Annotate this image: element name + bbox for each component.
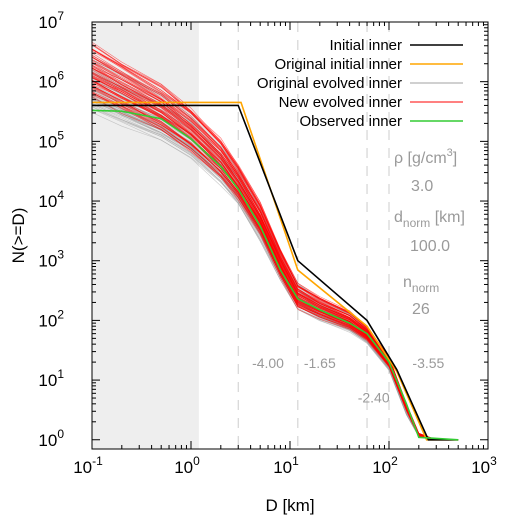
x-axis-label: D [km]	[265, 496, 314, 515]
x-tick-label: 103	[471, 454, 497, 477]
series-line	[92, 101, 459, 441]
y-tick-base: 10	[38, 311, 57, 330]
x-tick-base: 10	[372, 458, 391, 477]
series-line-original-evolved	[91, 112, 437, 441]
y-tick-exponent: 2	[57, 307, 64, 321]
y-tick-exponent: 0	[57, 427, 64, 441]
slope-label: -1.65	[304, 355, 336, 371]
slope-label: -3.55	[412, 355, 444, 371]
y-tick-base: 10	[38, 371, 57, 390]
y-tick-exponent: 6	[57, 69, 64, 83]
legend-label: Observed inner	[299, 113, 402, 130]
dnorm-label-unit: [km]	[430, 209, 465, 226]
x-tick-label: 101	[273, 454, 299, 477]
x-tick-exponent: -1	[92, 454, 103, 468]
rho-label-end: ]	[453, 150, 457, 167]
y-tick-exponent: 7	[57, 9, 64, 23]
dnorm-label-sub: norm	[403, 216, 430, 230]
y-tick-exponent: 4	[57, 188, 64, 202]
x-tick-base: 10	[273, 458, 292, 477]
series-line-new-evolved	[91, 86, 437, 441]
x-tick-base: 10	[471, 458, 490, 477]
y-tick-label: 102	[38, 307, 64, 330]
y-tick-label: 100	[38, 427, 64, 450]
x-tick-exponent: 2	[391, 454, 398, 468]
slope-label: -4.00	[252, 355, 284, 371]
nnorm-value: 26	[412, 301, 430, 318]
y-tick-label: 101	[38, 367, 64, 390]
dnorm-value: 100.0	[410, 238, 450, 255]
y-tick-label: 107	[38, 9, 64, 32]
y-tick-label: 105	[38, 128, 64, 151]
x-tick-base: 10	[73, 458, 92, 477]
series-line-original-evolved	[91, 104, 437, 441]
x-tick-label: 100	[174, 454, 200, 477]
series-line-new-evolved	[91, 92, 437, 441]
y-tick-base: 10	[38, 431, 57, 450]
series-line	[92, 104, 459, 441]
rho-label: ρ [g/cm3]	[394, 147, 457, 167]
series-line-new-evolved	[91, 44, 437, 441]
y-tick-label: 106	[38, 69, 64, 92]
y-tick-exponent: 1	[57, 367, 64, 381]
rho-unit-exponent: 3	[447, 147, 453, 159]
y-tick-base: 10	[38, 252, 57, 271]
nnorm-label: nnorm	[403, 274, 439, 295]
tick-layer	[91, 22, 489, 449]
y-axis-label: N(>=D)	[9, 208, 28, 264]
x-tick-exponent: 1	[292, 454, 299, 468]
y-tick-base: 10	[38, 192, 57, 211]
legend: Initial inner Original initial inner Origi…	[257, 37, 463, 130]
y-tick-base: 10	[38, 13, 57, 32]
x-tick-label: 102	[372, 454, 398, 477]
x-tick-exponent: 0	[193, 454, 200, 468]
legend-label: Original initial inner	[274, 56, 402, 73]
x-tick-base: 10	[174, 458, 193, 477]
y-tick-exponent: 3	[57, 248, 64, 262]
label-layer: 10-1 100 101 102 103100101102103104105106107…	[38, 9, 497, 477]
legend-label: New evolved inner	[279, 94, 402, 111]
y-tick-base: 10	[38, 132, 57, 151]
rho-label-text: ρ [g/cm	[394, 150, 447, 167]
series-line	[91, 109, 459, 441]
x-tick-exponent: 3	[490, 454, 497, 468]
y-tick-base: 10	[38, 73, 57, 92]
legend-label: Original evolved inner	[257, 75, 402, 92]
slope-label: -2.40	[358, 390, 390, 406]
dnorm-label: dnorm [km]	[394, 209, 465, 230]
series-layer	[91, 41, 459, 441]
y-tick-exponent: 5	[57, 128, 64, 142]
legend-label: Initial inner	[329, 37, 402, 54]
y-tick-label: 103	[38, 248, 64, 271]
y-tick-label: 104	[38, 188, 64, 211]
nnorm-label-main: n	[403, 274, 412, 291]
rho-value: 3.0	[411, 178, 433, 195]
nnorm-label-sub: norm	[412, 281, 439, 295]
dnorm-label-main: d	[394, 209, 403, 226]
x-tick-label: 10-1	[73, 454, 103, 477]
